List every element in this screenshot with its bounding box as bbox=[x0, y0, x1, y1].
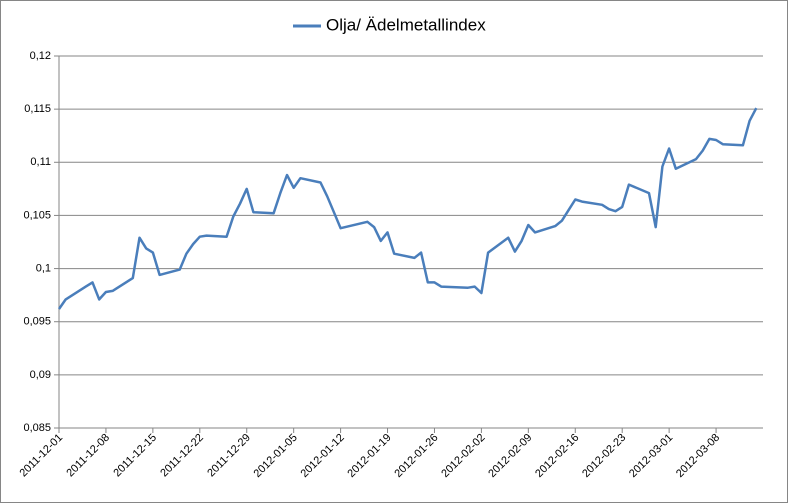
y-tick-label: 0,105 bbox=[23, 209, 51, 221]
data-line bbox=[57, 107, 758, 310]
y-tick-label: 0,1 bbox=[36, 262, 51, 274]
y-tick-label: 0,09 bbox=[30, 369, 51, 381]
y-tick-label: 0,085 bbox=[23, 422, 51, 434]
legend-label: Olja/ Ädelmetallindex bbox=[326, 15, 486, 34]
y-tick-label: 0,11 bbox=[30, 156, 51, 168]
y-tick-label: 0,115 bbox=[24, 103, 51, 115]
y-tick-label: 0,12 bbox=[30, 50, 51, 62]
y-tick-label: 0,095 bbox=[23, 316, 51, 328]
